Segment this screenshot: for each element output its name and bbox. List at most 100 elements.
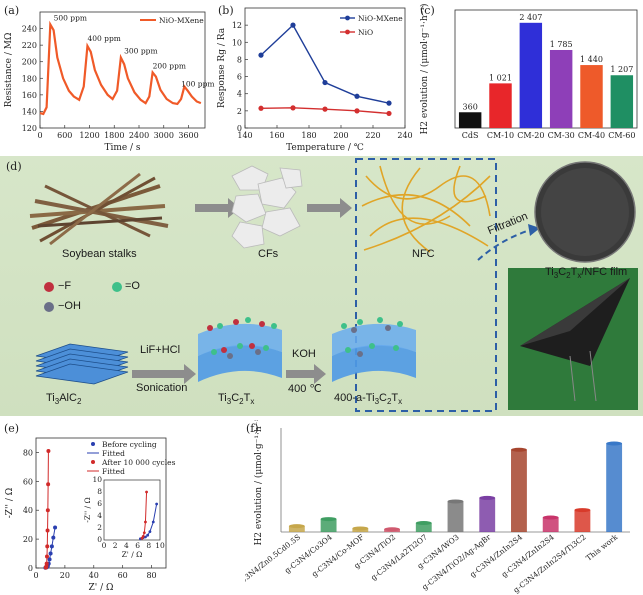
inset-point	[142, 531, 146, 535]
y-tick-label: 0	[237, 124, 242, 133]
x-tick-label: 180	[301, 131, 316, 140]
bar-cap	[479, 495, 496, 500]
bar-value-label: 1 021	[489, 73, 512, 82]
data-point	[47, 557, 52, 562]
bar-cap	[606, 441, 623, 446]
data-point	[44, 554, 49, 559]
bar	[415, 522, 432, 532]
peak-annotation: 100 ppm	[181, 80, 214, 89]
x-tick-label: 140	[237, 131, 252, 140]
peak-annotation: 500 ppm	[54, 13, 87, 22]
label-ti3c2tx: Ti3C2Tx	[218, 392, 255, 407]
legend-marker	[345, 15, 350, 21]
max-phase-layers	[35, 343, 129, 385]
inset-y-tick-label: 8	[97, 487, 102, 496]
legend-oh-dot	[44, 302, 54, 312]
plot-frame	[39, 11, 206, 129]
x-tick-label: 3600	[178, 131, 198, 140]
x-tick-label: g-C3N4/ZnIn2S4	[468, 532, 524, 579]
legend-o-dot	[112, 282, 122, 292]
inset-y-tick-label: 10	[92, 475, 102, 484]
data-point	[45, 544, 50, 549]
series-point	[258, 52, 264, 58]
peak-annotation: 200 ppm	[153, 61, 186, 70]
bar	[479, 497, 496, 532]
y-tick-label: 120	[22, 124, 37, 133]
legend-label: NiO	[358, 28, 373, 37]
y-tick-label: 140	[22, 107, 37, 116]
x-tick-label: 0	[33, 571, 38, 580]
inset-y-tick-label: 0	[97, 535, 102, 544]
y-tick-label: 6	[237, 73, 242, 82]
label-cfs: CFs	[258, 248, 279, 260]
bar	[549, 49, 573, 128]
legend-label: Before cycling	[102, 440, 157, 449]
y-tick-label: 160	[22, 91, 37, 100]
panel-label-e: (e)	[4, 422, 20, 435]
label-sonication: Sonication	[136, 382, 188, 394]
inset-x-tick-label: 0	[102, 541, 107, 550]
x-tick-label: CM-30	[548, 131, 575, 140]
series-point	[354, 93, 360, 99]
panel-label-f: (f)	[246, 422, 259, 435]
panel-label-a: (a)	[4, 4, 20, 17]
inset-y-axis-label: -Z'' / Ω	[83, 497, 92, 522]
legend-label: Fitted	[102, 467, 125, 476]
data-point	[44, 561, 49, 566]
bar-cap	[320, 517, 337, 522]
legend-label: NiO-MXene	[358, 14, 403, 23]
x-tick-label: 3000	[154, 131, 174, 140]
bar-cap	[415, 520, 432, 525]
chart-a-resistance: 0 600 1200 1800 2400 3000 3600 120 140 160 180 200 2…	[4, 11, 214, 153]
series-point	[322, 79, 328, 86]
y-tick-label: 220	[22, 41, 37, 50]
legend-marker	[91, 460, 95, 464]
series-point	[290, 105, 296, 111]
series-point	[322, 106, 328, 112]
bar-cap	[447, 499, 464, 504]
x-tick-label: 1200	[79, 131, 99, 140]
plot-frame	[35, 437, 167, 569]
y-tick-label: 2	[237, 107, 242, 116]
y-tick-label: 80	[23, 448, 33, 457]
bar-cap	[384, 527, 400, 532]
label-koh: KOH	[292, 348, 316, 360]
nfc-dashed-box	[355, 158, 497, 412]
x-tick-label: 80	[146, 571, 156, 580]
y-axis-label: Response Rg / Ra	[217, 27, 227, 108]
process-arrows-bottom	[132, 364, 326, 384]
series-point	[290, 22, 296, 28]
y-tick-label: 60	[23, 477, 33, 486]
inset-point	[155, 502, 159, 506]
x-tick-label: 240	[397, 131, 412, 140]
x-axis-label: Temperature / ℃	[286, 143, 364, 153]
y-tick-label: 20	[23, 535, 33, 544]
inset-point	[145, 490, 148, 494]
peak-annotation: 300 ppm	[124, 46, 157, 55]
chart-f-h2-comparison: H2 evolution / (μmol·g⁻¹·h⁻¹)g-C3N4/Zn0.…	[245, 420, 630, 595]
inset-y-tick-label: 4	[97, 511, 102, 520]
label-lif-hcl: LiF+HCl	[140, 344, 181, 356]
data-point	[48, 551, 53, 556]
bar	[542, 517, 559, 532]
y-tick-label: 8	[237, 55, 242, 64]
inset-point	[151, 520, 155, 524]
panel-label-c: (c)	[420, 4, 435, 17]
plot-frame	[454, 9, 638, 129]
chart-b-response: 140 160 180 200 220 240 0 2 4 6 8 10 12 Temperature /…	[217, 7, 413, 153]
inset-x-tick-label: 6	[135, 541, 140, 550]
bar-cap	[288, 524, 305, 529]
y-axis-label: -Z'' / Ω	[5, 488, 15, 518]
bar	[606, 443, 623, 532]
x-tick-label: 220	[365, 131, 380, 140]
series-point	[386, 100, 392, 106]
bar-value-label: 2 407	[519, 13, 542, 22]
inset-frame	[103, 479, 161, 541]
bar-cap	[574, 508, 591, 513]
inset-x-tick-label: 4	[124, 541, 129, 550]
data-point	[51, 535, 56, 540]
chart-c-h2-bars: 360 CdS 1 021 CM-10 2 407 CM-20 1 785 CM-30 1 44…	[419, 3, 638, 140]
x-axis-label: Time / s	[104, 143, 140, 153]
inset-x-tick-label: 2	[113, 541, 118, 550]
